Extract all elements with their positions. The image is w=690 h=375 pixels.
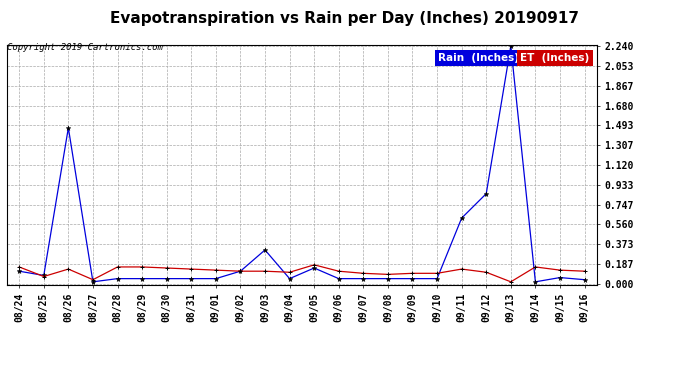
Legend: Rain  (Inches), ET  (Inches): Rain (Inches), ET (Inches) bbox=[436, 50, 591, 65]
Text: Copyright 2019 Cartronics.com: Copyright 2019 Cartronics.com bbox=[7, 43, 163, 52]
Text: Evapotranspiration vs Rain per Day (Inches) 20190917: Evapotranspiration vs Rain per Day (Inch… bbox=[110, 11, 580, 26]
